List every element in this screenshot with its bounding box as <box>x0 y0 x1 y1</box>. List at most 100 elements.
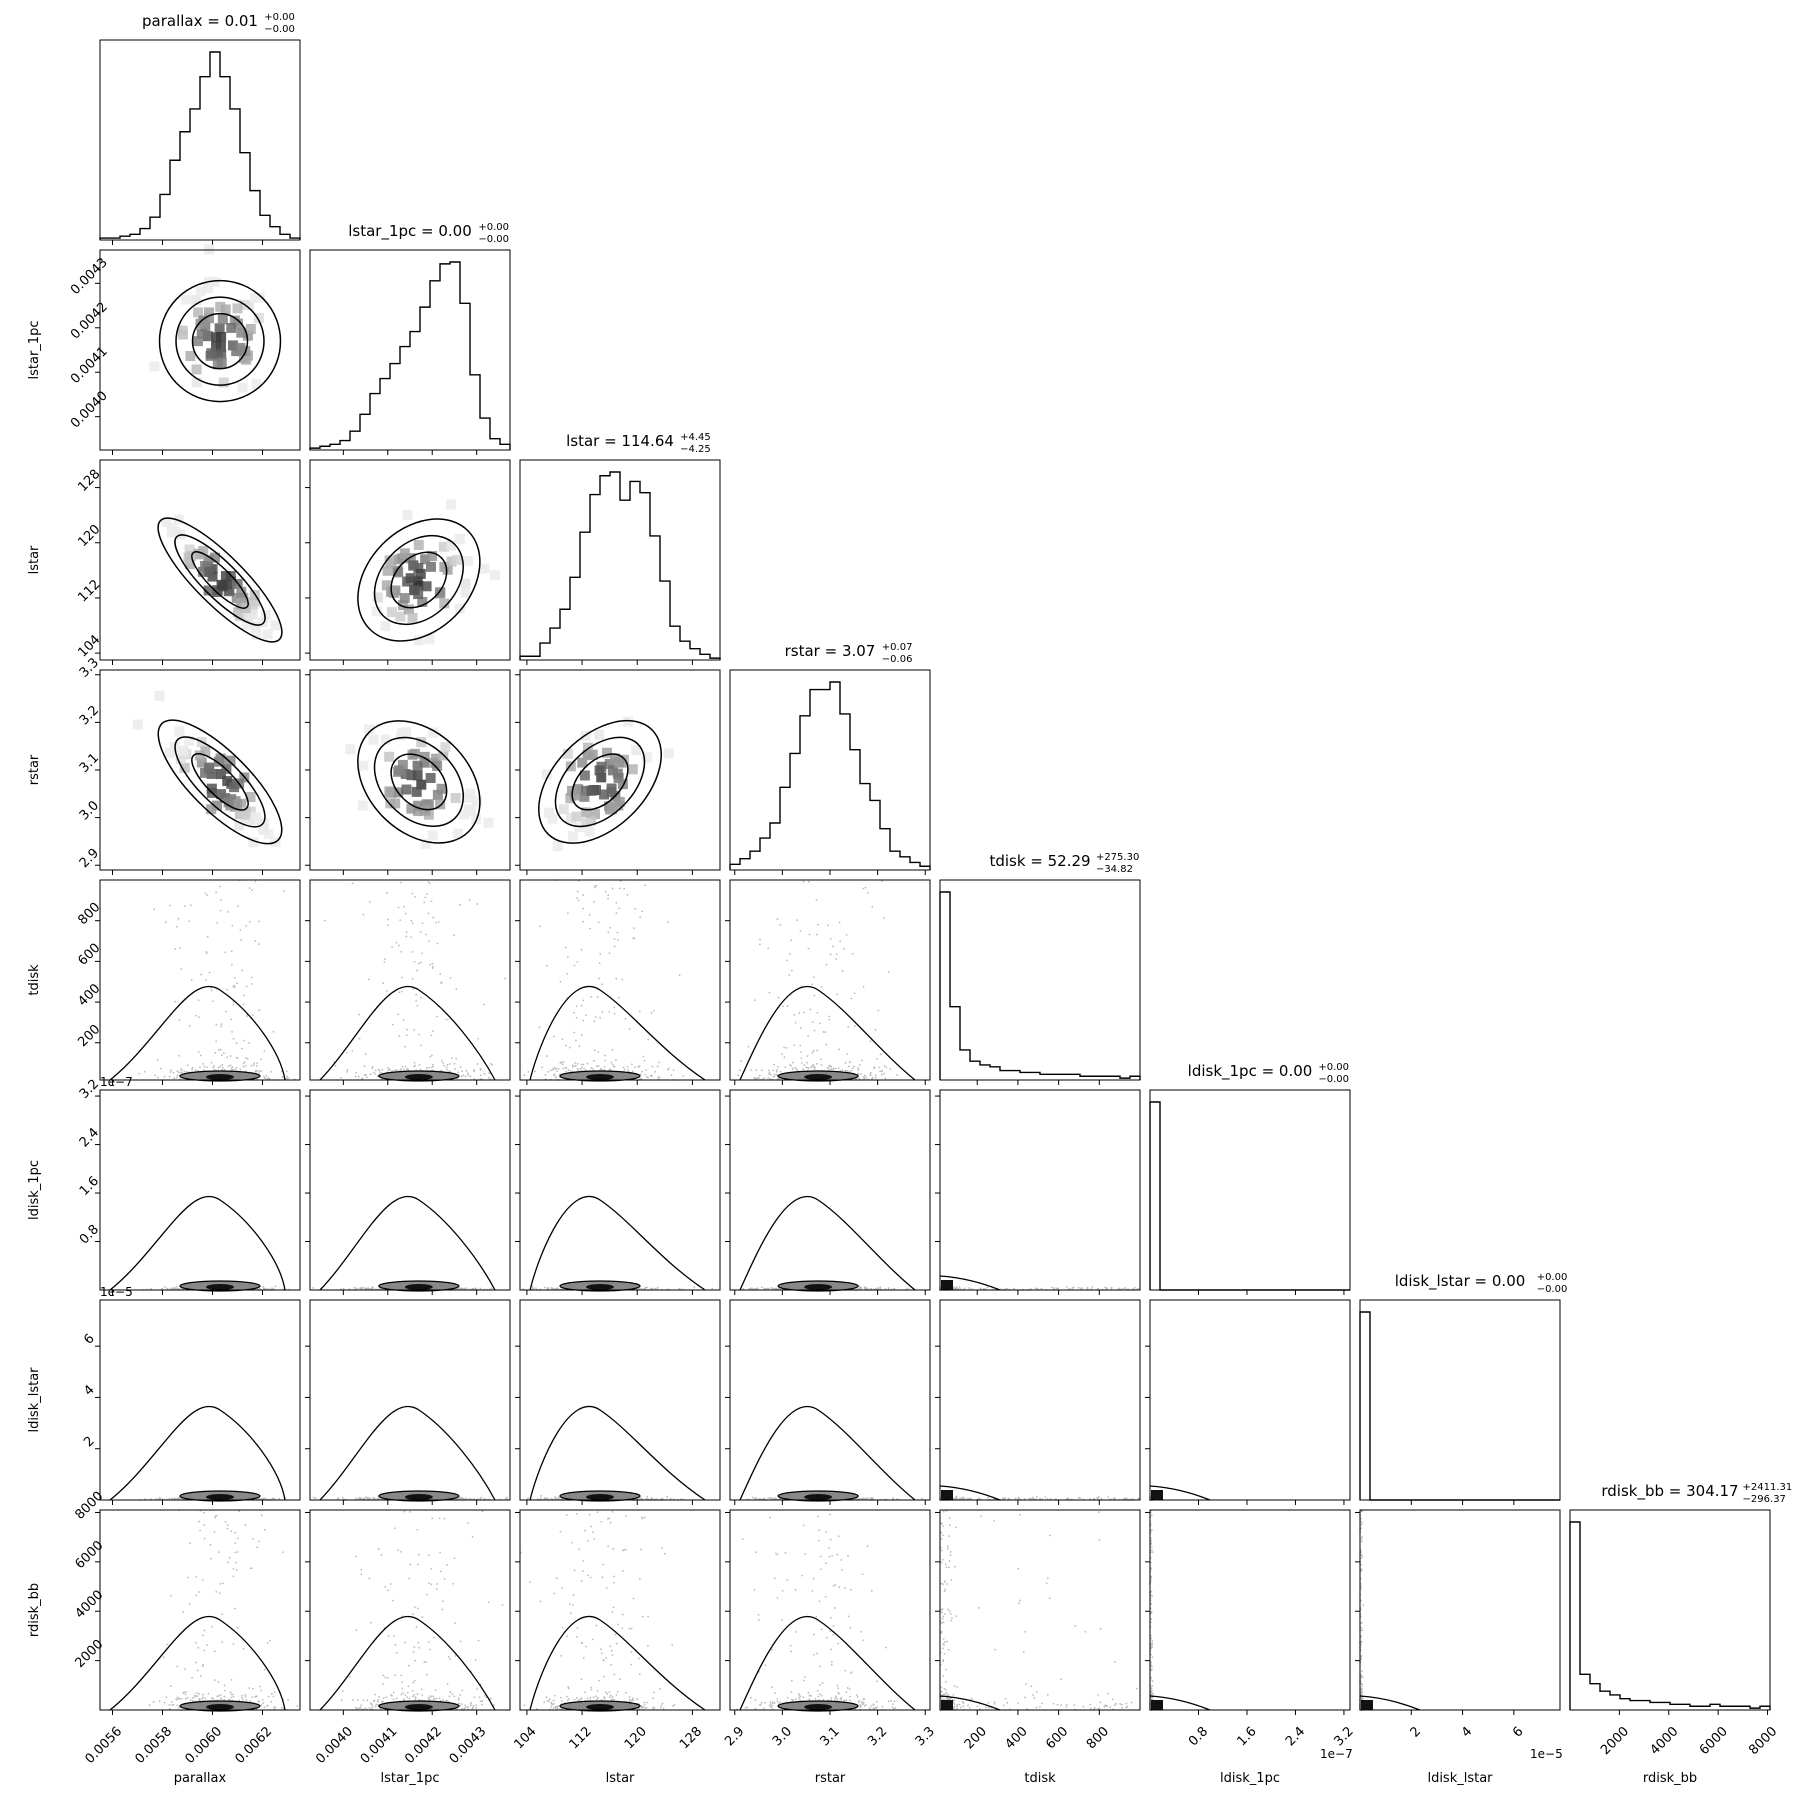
sample-point <box>226 1056 229 1059</box>
sample-point <box>427 940 430 943</box>
sample-point <box>740 1060 743 1063</box>
sample-point <box>646 1076 648 1078</box>
sample-point <box>598 962 601 965</box>
sample-point <box>790 1064 792 1067</box>
y-tick-label-lstar_1pc: 0.0043 <box>68 255 111 298</box>
density-block <box>471 814 482 825</box>
sample-point <box>353 1286 356 1289</box>
sample-point <box>604 890 607 893</box>
sample-point <box>453 1062 456 1065</box>
sample-point <box>476 1063 479 1065</box>
panel-frame <box>99 879 301 1081</box>
sample-point <box>761 1069 763 1072</box>
density-block <box>446 556 457 567</box>
sample-point <box>637 1065 640 1068</box>
y-tick-label-ldisk_1pc: 0.8 <box>77 1222 102 1247</box>
sample-point <box>386 918 389 921</box>
sample-point <box>424 933 427 936</box>
sample-point <box>824 1031 827 1034</box>
sample-point <box>881 1070 883 1073</box>
density-core <box>206 1494 234 1500</box>
density-block <box>387 586 398 597</box>
sample-point <box>693 1286 696 1289</box>
sample-point <box>285 1070 288 1073</box>
density-block <box>223 586 234 597</box>
sample-point <box>820 986 823 988</box>
sample-point <box>553 1035 555 1038</box>
density-block <box>552 841 563 852</box>
y-axis-label-ldisk_1pc: ldisk_1pc <box>27 1160 42 1220</box>
sample-point <box>241 969 244 972</box>
sample-point <box>208 971 211 974</box>
sample-point <box>395 1069 398 1072</box>
density-block <box>614 757 625 768</box>
density-block <box>599 789 610 800</box>
sample-point <box>558 1497 560 1500</box>
sample-point <box>411 977 414 980</box>
density-block <box>579 770 590 781</box>
title-upper-error-rstar: +0.07 <box>882 642 913 653</box>
sample-point <box>215 1040 218 1043</box>
density-block <box>253 313 264 324</box>
sample-point <box>1104 1286 1107 1289</box>
sample-point <box>234 985 236 988</box>
sample-point <box>219 1065 222 1068</box>
panel-frame <box>99 39 301 241</box>
contour-level-2 <box>174 534 266 626</box>
sample-point <box>523 1074 526 1077</box>
sample-point <box>400 990 403 993</box>
sample-point <box>458 904 461 906</box>
sample-point <box>599 952 602 955</box>
sample-point <box>854 1025 856 1027</box>
sample-point <box>808 880 810 883</box>
sample-point <box>413 1061 416 1064</box>
sample-point <box>174 1287 176 1290</box>
sample-point <box>565 1067 568 1069</box>
contour-level-1 <box>390 753 448 811</box>
sample-point <box>381 1068 384 1071</box>
sample-point <box>597 921 600 924</box>
density-block <box>558 804 569 815</box>
sample-point <box>855 1078 858 1080</box>
sample-point <box>154 1074 156 1077</box>
y-tick-label-lstar_1pc: 0.0042 <box>68 300 111 343</box>
sample-point <box>643 1059 646 1062</box>
sample-point <box>539 925 542 928</box>
sample-point <box>836 993 839 996</box>
density-block <box>413 800 424 811</box>
sample-point <box>813 1068 816 1071</box>
sample-point <box>1106 1287 1108 1290</box>
sample-point <box>457 1071 460 1074</box>
sample-point <box>1034 1287 1037 1290</box>
sample-point <box>221 1064 224 1066</box>
density-block <box>177 325 188 336</box>
density-block <box>395 611 406 622</box>
sample-point <box>790 969 793 972</box>
sample-point <box>170 1287 173 1290</box>
sample-point <box>398 1035 401 1038</box>
sample-point <box>360 1497 362 1500</box>
sample-point <box>432 1063 434 1066</box>
sample-point <box>286 1075 288 1078</box>
density-block <box>204 762 215 773</box>
sample-point <box>251 889 253 892</box>
sample-point <box>619 880 622 883</box>
sample-point <box>454 1068 456 1070</box>
sample-point <box>239 929 242 931</box>
density-block <box>380 734 391 745</box>
density-block <box>195 286 206 297</box>
density-block <box>132 719 143 730</box>
sample-point <box>825 1043 828 1046</box>
sample-point <box>585 1014 588 1017</box>
sample-point <box>355 1071 358 1074</box>
y-tick-label-rstar: 3.3 <box>77 655 102 680</box>
sample-point <box>240 938 243 941</box>
density-block <box>235 610 246 621</box>
sample-point <box>757 1077 760 1080</box>
sample-point <box>351 1050 354 1052</box>
sample-point <box>850 997 853 1000</box>
sample-point <box>791 1061 794 1064</box>
sample-point <box>312 1287 315 1289</box>
sample-point <box>885 1066 888 1069</box>
sample-point <box>813 1029 816 1032</box>
